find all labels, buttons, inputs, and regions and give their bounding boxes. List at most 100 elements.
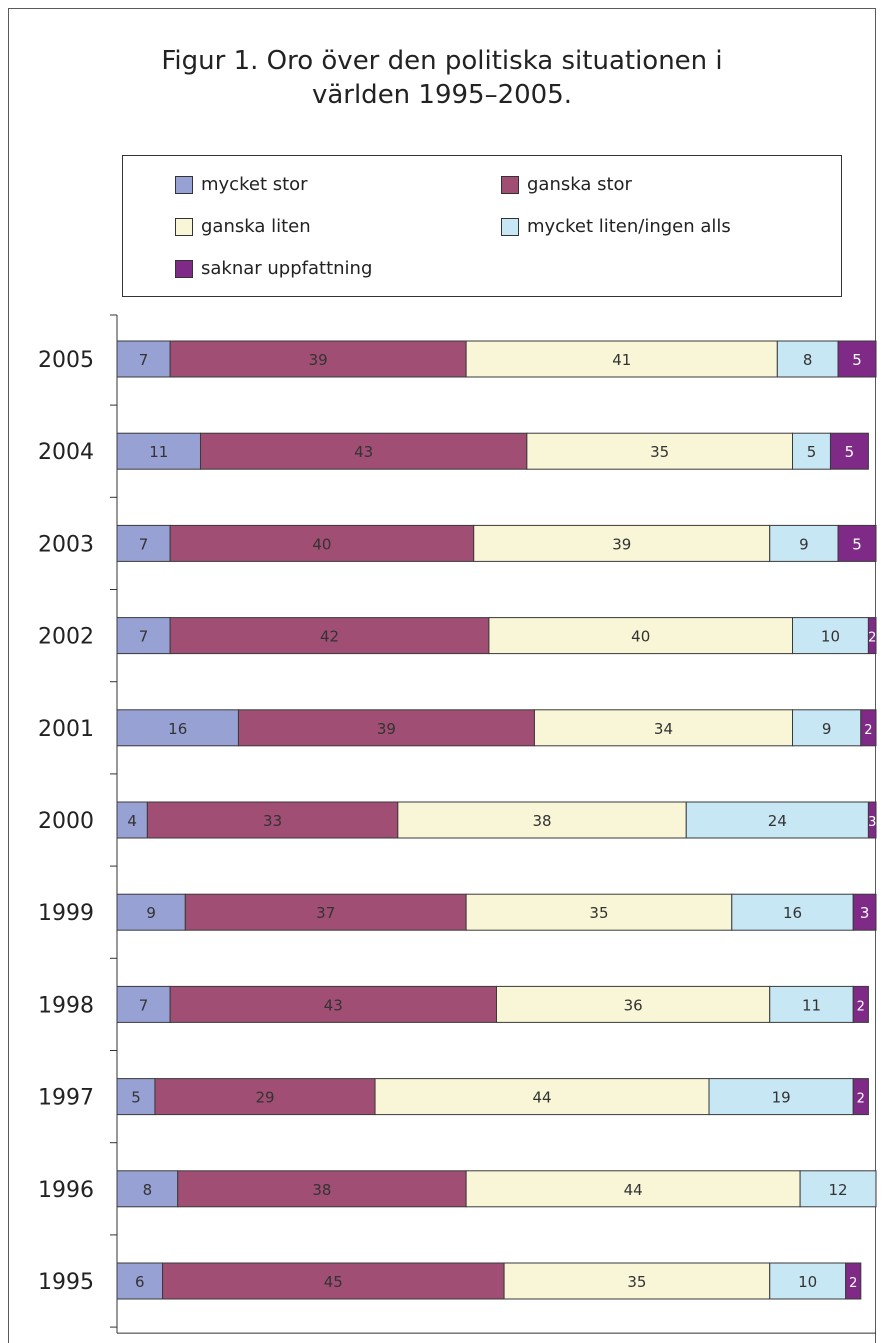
data-label: 35 xyxy=(627,1273,646,1291)
legend-item-saknar-uppfattning: saknar uppfattning xyxy=(175,258,372,279)
y-tick-label: 2000 xyxy=(38,809,94,834)
data-label: 7 xyxy=(139,351,149,369)
data-label: 5 xyxy=(131,1089,141,1107)
y-tick-label: 2005 xyxy=(38,348,94,373)
data-label: 34 xyxy=(654,720,673,738)
data-label: 45 xyxy=(324,1273,343,1291)
legend-item-ganska-liten: ganska liten xyxy=(175,216,311,237)
y-tick-label: 2002 xyxy=(38,625,94,650)
bar-segment xyxy=(799,1170,877,1208)
data-label: 39 xyxy=(309,351,328,369)
data-label: 39 xyxy=(612,535,631,553)
bar-segment xyxy=(116,1078,156,1116)
bar-segment xyxy=(845,1262,862,1300)
bar-segment xyxy=(116,985,171,1023)
legend-swatch-ganska-liten xyxy=(175,217,193,236)
bar-segment xyxy=(184,893,467,931)
data-label: 10 xyxy=(798,1273,817,1291)
legend-swatch-mycket-stor xyxy=(175,175,193,194)
data-label: 9 xyxy=(799,535,809,553)
bar-segment xyxy=(169,617,490,655)
bar-segment xyxy=(116,1262,164,1300)
data-label: 16 xyxy=(783,904,802,922)
bar-segment xyxy=(829,432,869,470)
data-label: 11 xyxy=(802,996,821,1014)
chart-title-line-2: världen 1995–2005. xyxy=(311,80,573,110)
data-label: 5 xyxy=(845,443,855,461)
data-label: 1 xyxy=(879,1184,884,1199)
bar-segment xyxy=(465,1170,801,1208)
data-label: 11 xyxy=(149,443,168,461)
bar-segment xyxy=(731,893,854,931)
data-label: 2 xyxy=(868,631,876,646)
data-label: 24 xyxy=(768,812,787,830)
bar-segment xyxy=(465,340,778,378)
bar-segment xyxy=(169,985,497,1023)
data-label: 16 xyxy=(168,720,187,738)
data-label: 42 xyxy=(320,628,339,646)
data-label: 37 xyxy=(316,904,335,922)
data-label: 19 xyxy=(772,1089,791,1107)
bar-segment xyxy=(526,432,794,470)
y-tick-label: 1995 xyxy=(38,1270,94,1295)
bar-segment xyxy=(162,1262,505,1300)
y-tick-label: 2004 xyxy=(38,440,94,465)
data-label: 7 xyxy=(139,628,149,646)
bar-segment xyxy=(116,893,186,931)
data-label: 41 xyxy=(612,351,631,369)
data-label: 10 xyxy=(821,628,840,646)
y-tick-label: 1997 xyxy=(38,1086,94,1111)
data-label: 12 xyxy=(829,1181,848,1199)
bar-segment xyxy=(852,893,877,931)
data-label: 35 xyxy=(589,904,608,922)
data-label: 43 xyxy=(354,443,373,461)
legend-label-mycket-liten: mycket liten/ingen alls xyxy=(527,216,731,237)
data-label: 9 xyxy=(822,720,832,738)
data-label: 29 xyxy=(255,1089,274,1107)
data-label: 44 xyxy=(624,1181,643,1199)
bar-segment xyxy=(852,1078,869,1116)
data-label: 3 xyxy=(868,815,876,830)
bar-segment xyxy=(397,801,687,839)
bar-segment xyxy=(867,617,877,655)
legend-swatch-saknar-uppfattning xyxy=(175,259,193,278)
data-label: 2 xyxy=(849,1276,857,1291)
data-label: 4 xyxy=(127,812,137,830)
data-label: 6 xyxy=(135,1273,145,1291)
bar-segment xyxy=(116,1170,179,1208)
bar-segment xyxy=(116,524,171,562)
bar-segment xyxy=(769,985,854,1023)
legend-item-ganska-stor: ganska stor xyxy=(501,174,632,195)
chart-legend: mycket stor ganska stor ganska liten myc… xyxy=(122,155,842,297)
legend-label-saknar-uppfattning: saknar uppfattning xyxy=(201,258,373,279)
bar-segment xyxy=(116,801,148,839)
data-label: 2 xyxy=(857,1092,865,1107)
bar-segment xyxy=(473,524,771,562)
data-label: 36 xyxy=(624,996,643,1014)
bar-segment xyxy=(769,524,839,562)
data-label: 2 xyxy=(864,723,872,738)
data-label: 44 xyxy=(532,1089,551,1107)
legend-label-ganska-stor: ganska stor xyxy=(527,174,632,195)
bar-segment xyxy=(503,1262,771,1300)
data-label: 33 xyxy=(263,812,282,830)
bar-segment xyxy=(837,524,877,562)
legend-label-ganska-liten: ganska liten xyxy=(201,216,311,237)
data-label: 3 xyxy=(860,904,870,922)
legend-swatch-mycket-liten xyxy=(501,217,519,236)
data-label: 9 xyxy=(146,904,156,922)
bar-segment xyxy=(792,617,869,655)
bar-segment xyxy=(177,1170,467,1208)
bar-segment xyxy=(867,801,877,839)
bar-segment xyxy=(488,617,794,655)
data-label: 5 xyxy=(852,351,862,369)
data-label: 5 xyxy=(852,535,862,553)
bar-segment xyxy=(169,340,467,378)
y-tick-label: 1999 xyxy=(38,901,94,926)
data-label: 38 xyxy=(532,812,551,830)
data-label: 7 xyxy=(139,535,149,553)
bar-segment xyxy=(199,432,528,470)
y-tick-label: 1996 xyxy=(38,1178,94,1203)
bar-segment xyxy=(685,801,869,839)
chart-title-line-1: Figur 1. Oro över den politiska situatio… xyxy=(161,46,723,76)
